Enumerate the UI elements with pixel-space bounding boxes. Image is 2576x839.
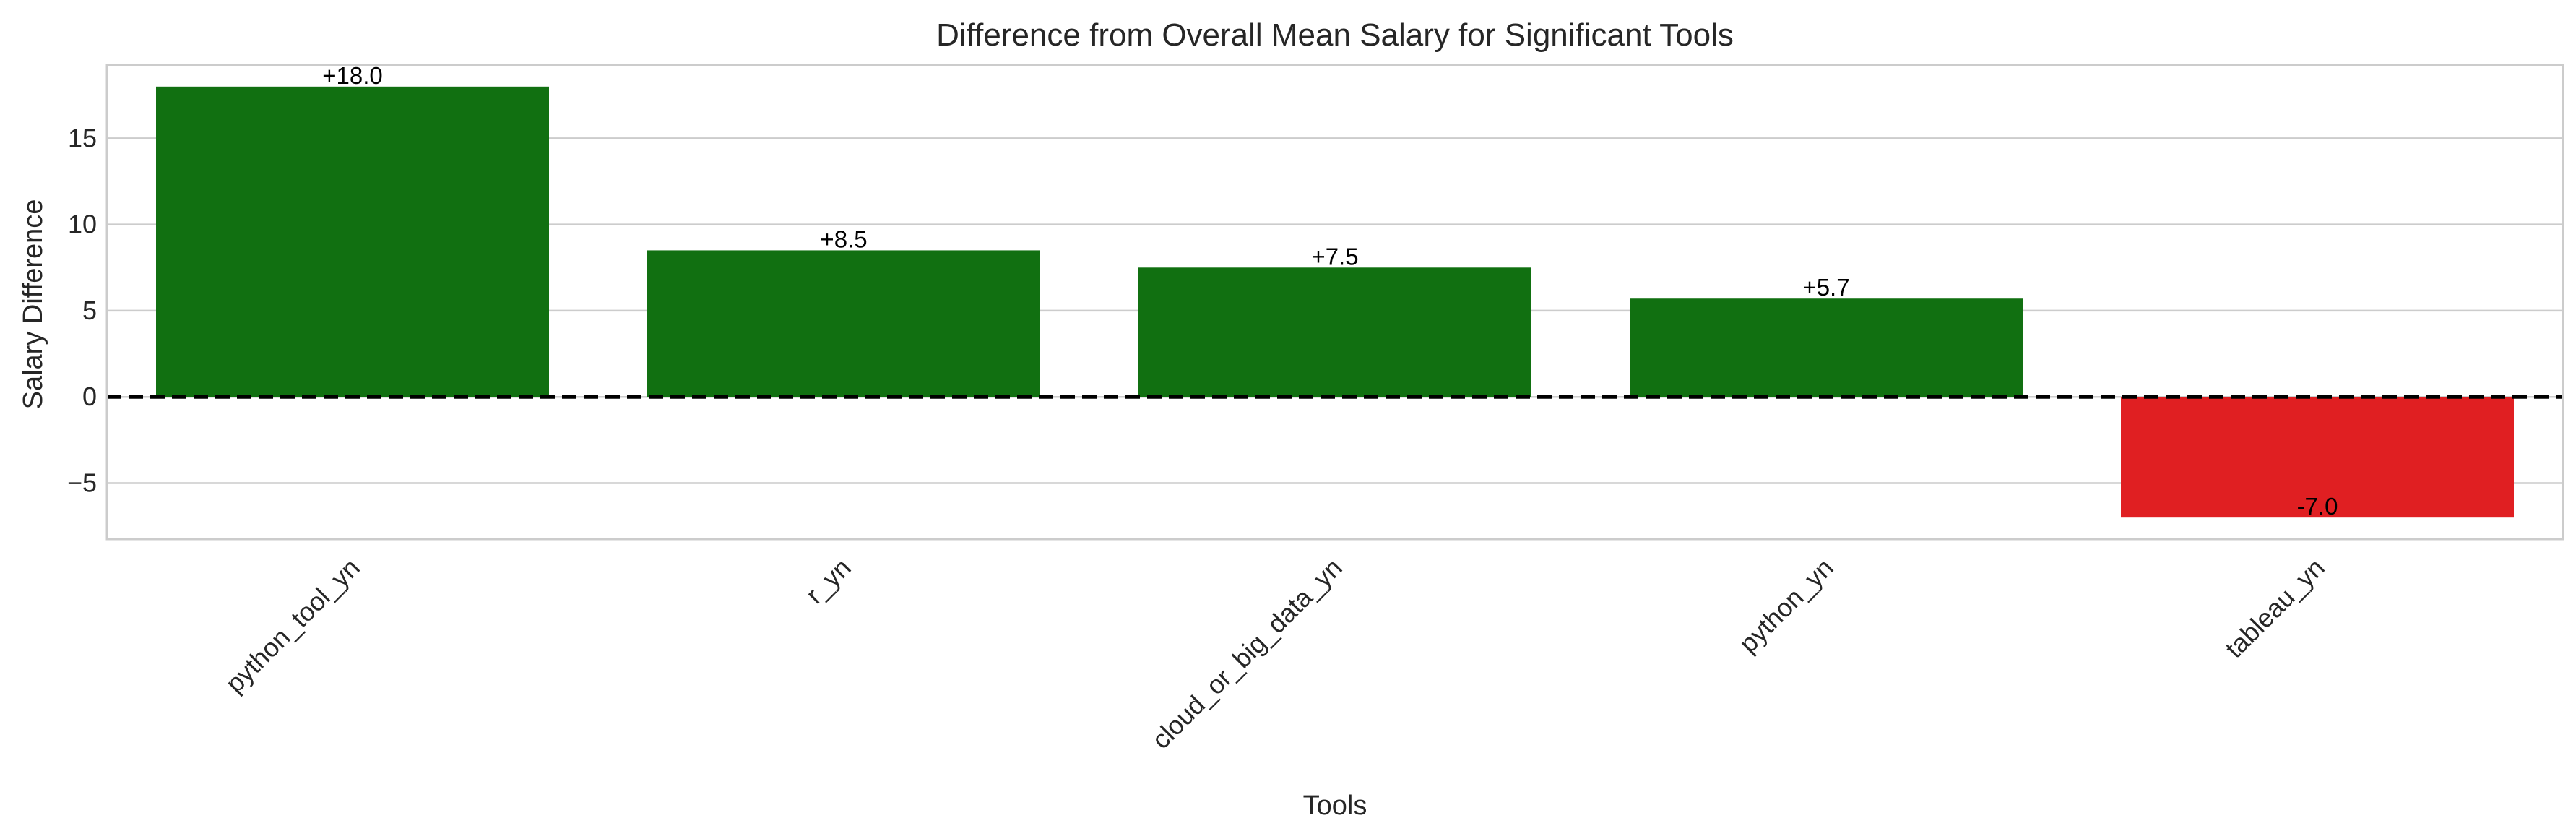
bar-value-label: +5.7 <box>1802 274 1849 301</box>
x-tick-label: r_yn <box>800 553 857 610</box>
y-tick-label: 5 <box>82 296 97 325</box>
bar <box>1138 267 1531 397</box>
bar-value-label: +7.5 <box>1311 243 1358 270</box>
bars <box>156 86 2514 518</box>
bar <box>156 86 549 397</box>
y-axis-label: Salary Difference <box>18 199 48 410</box>
bar <box>647 250 1040 397</box>
y-tick-label: 10 <box>68 210 97 239</box>
plot-border <box>105 64 2564 541</box>
chart-title: Difference from Overall Mean Salary for … <box>936 17 1734 53</box>
bar <box>2121 397 2514 518</box>
y-tick-label: 15 <box>68 123 97 152</box>
x-axis-label: Tools <box>1303 791 1367 821</box>
bar-value-label: +8.5 <box>820 225 867 252</box>
bar-value-label: +18.0 <box>322 62 383 89</box>
y-tick-label: 0 <box>82 382 97 411</box>
bar <box>1630 298 2023 397</box>
x-tick-label: tableau_yn <box>2219 553 2330 664</box>
plot-frame <box>105 64 2564 541</box>
y-tick-label: −5 <box>67 468 97 497</box>
x-tick-label: python_tool_yn <box>220 553 366 699</box>
x-tick-label: cloud_or_big_data_yn <box>1146 553 1348 755</box>
x-tick-label: python_yn <box>1733 553 1838 658</box>
bar-value-label: -7.0 <box>2297 493 2338 520</box>
